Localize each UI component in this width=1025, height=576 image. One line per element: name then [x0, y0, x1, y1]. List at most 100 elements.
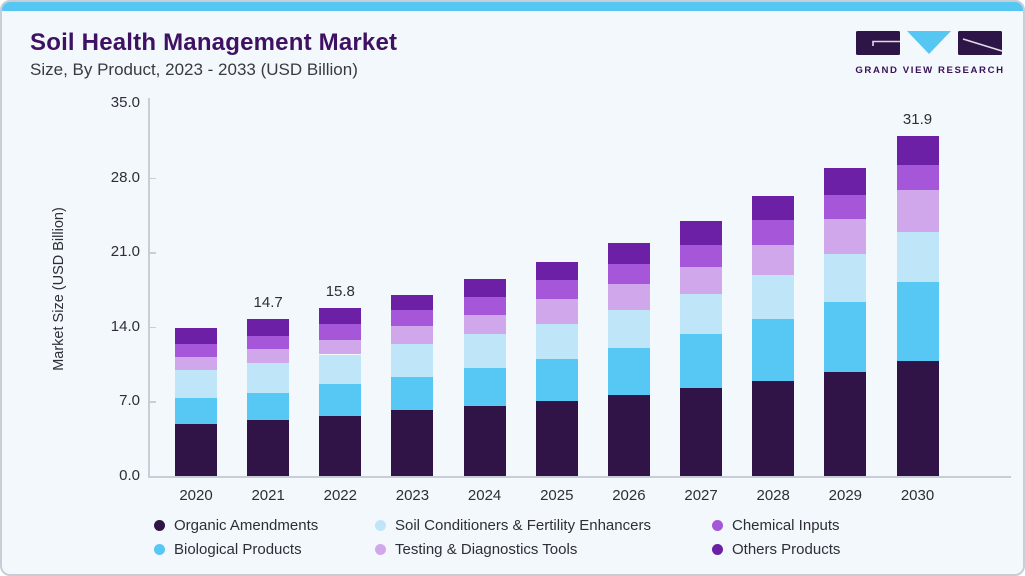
bar-segment-2023 [391, 325, 434, 344]
bar-segment-2029 [824, 254, 867, 303]
y-tick-label: 0.0 [119, 467, 140, 484]
legend-dot-icon [154, 520, 165, 531]
bar-segment-2030 [896, 231, 939, 283]
y-axis-title: Market Size (USD Billion) [51, 207, 67, 371]
bar-segment-2022 [319, 384, 362, 417]
x-tick-label: 2022 [323, 487, 357, 504]
bar-segment-2028 [752, 195, 795, 221]
x-tick-label: 2024 [467, 487, 502, 504]
bar-segment-2023 [391, 294, 434, 310]
bar-segment-2021 [247, 363, 290, 393]
bar-total-label: 31.9 [902, 111, 933, 129]
bar-segment-2021 [247, 419, 290, 476]
bar-segment-2026 [607, 284, 650, 310]
bar-segment-2022 [319, 416, 362, 476]
bar-segment-2021 [247, 319, 290, 337]
bar-segment-2026 [607, 242, 650, 264]
bar-segment-2021 [247, 392, 290, 420]
x-tick-label: 2028 [756, 487, 790, 504]
bar-segment-2030 [896, 136, 939, 165]
legend-item: Others Products [712, 539, 840, 560]
bar-segment-2030 [896, 360, 939, 476]
x-tick-label: 2025 [540, 487, 574, 504]
bar-segment-2026 [607, 395, 650, 476]
bar-segment-2025 [535, 261, 578, 280]
y-tick-label: 14.0 [110, 317, 140, 335]
top-accent-bar [2, 2, 1023, 11]
bar-segment-2024 [463, 296, 506, 316]
bar-segment-2027 [680, 387, 723, 476]
legend-item: Soil Conditioners & Fertility Enhancers [375, 515, 712, 536]
bar-segment-2022 [319, 354, 362, 385]
bar-segment-2027 [680, 293, 723, 335]
legend-dot-icon [154, 544, 165, 555]
bar-segment-2029 [824, 219, 867, 255]
bar-segment-2028 [752, 244, 795, 275]
y-tick-label: 7.0 [119, 392, 140, 410]
legend-item: Chemical Inputs [712, 515, 840, 536]
x-tick-label: 2030 [900, 487, 935, 504]
brand-logo: GRAND VIEW RESEARCH [855, 30, 1005, 76]
bar-segment-2026 [607, 309, 650, 349]
bar-segment-2023 [391, 409, 434, 476]
legend-item: Biological Products [154, 539, 375, 560]
bar-segment-2026 [607, 263, 650, 285]
x-tick-label: 2026 [612, 487, 646, 504]
bar-segment-2030 [896, 164, 939, 191]
bar-segment-2028 [752, 220, 795, 245]
gvr-logo-icon [856, 31, 1003, 55]
x-tick-label: 2027 [684, 487, 718, 504]
y-tick-mark [148, 401, 156, 403]
legend-dot-icon [712, 544, 723, 555]
y-tick-mark [148, 252, 156, 254]
bar-segment-2030 [896, 190, 939, 232]
bar-segment-2024 [463, 315, 506, 335]
bar-segment-2020 [175, 398, 217, 424]
bar-segment-2024 [463, 334, 506, 369]
bar-segment-2023 [391, 376, 434, 410]
y-tick-mark [148, 177, 156, 180]
bar-segment-2020 [175, 370, 217, 399]
bar-segment-2023 [391, 309, 434, 326]
bar-segment-2023 [391, 343, 434, 377]
bar-segment-2020 [175, 423, 217, 476]
legend-item: Testing & Diagnostics Tools [375, 539, 712, 560]
bar-segment-2029 [824, 168, 867, 195]
legend-dot-icon [712, 520, 723, 531]
bar-segment-2024 [463, 368, 506, 406]
bar-segment-2025 [535, 299, 578, 324]
bar-segment-2029 [824, 194, 867, 220]
bar-segment-2029 [824, 371, 867, 476]
bar-segment-2026 [607, 348, 650, 395]
bar-total-label: 15.8 [325, 282, 355, 300]
bar-segment-2025 [535, 358, 578, 402]
y-tick-label: 21.0 [110, 243, 140, 261]
bar-segment-2028 [752, 319, 795, 382]
bar-total-label: 14.7 [253, 294, 283, 312]
brand-wordmark: GRAND VIEW RESEARCH [855, 65, 1005, 76]
bar-segment-2027 [680, 334, 723, 388]
x-tick-label: 2023 [395, 487, 430, 504]
x-tick-label: 2021 [251, 487, 285, 504]
bar-segment-2020 [175, 356, 217, 371]
x-tick-label: 2029 [828, 487, 863, 504]
y-tick-label: 35.0 [110, 94, 140, 111]
legend-item: Organic Amendments [154, 515, 375, 536]
bar-segment-2027 [680, 267, 723, 294]
bar-segment-2027 [680, 221, 723, 245]
x-tick-label: 2020 [179, 487, 213, 504]
bar-segment-2024 [463, 278, 506, 297]
bar-segment-2022 [319, 339, 362, 355]
bar-segment-2025 [535, 401, 578, 476]
bar-segment-2022 [319, 307, 362, 324]
bar-segment-2028 [752, 381, 795, 476]
bar-segment-2025 [535, 323, 578, 359]
bar-segment-2021 [247, 336, 290, 350]
y-tick-label: 28.0 [110, 168, 140, 186]
bar-segment-2030 [896, 282, 939, 361]
y-axis-line [148, 98, 150, 476]
bar-segment-2025 [535, 279, 578, 300]
bar-segment-2022 [319, 323, 362, 340]
page-subtitle: Size, By Product, 2023 - 2033 (USD Billi… [30, 60, 358, 79]
bar-segment-2021 [247, 349, 290, 364]
